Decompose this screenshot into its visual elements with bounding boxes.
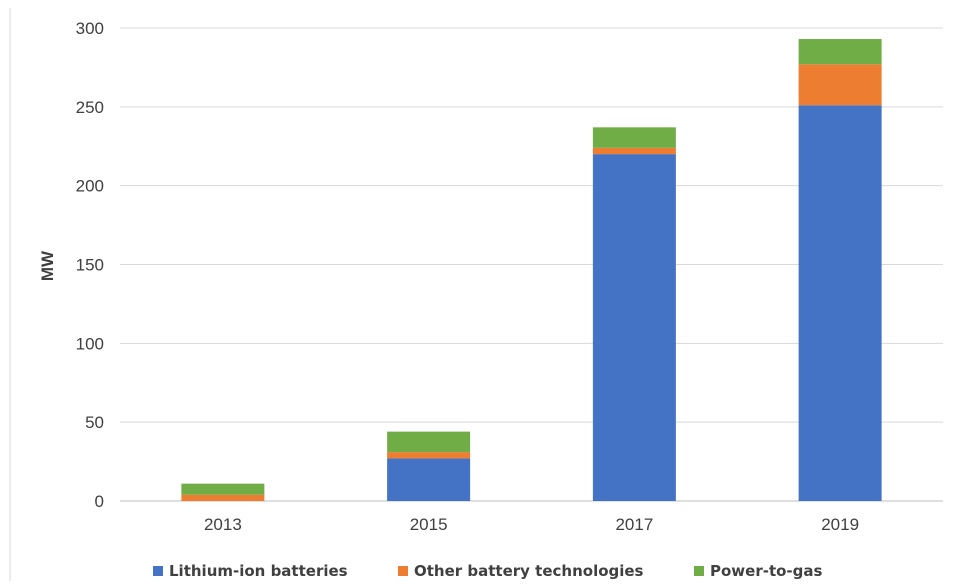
bar-segment-2015-lithium-ion-batteries (387, 458, 471, 501)
legend-swatch (153, 566, 163, 576)
bar-segment-2019-other-battery-technologies (798, 64, 882, 106)
bar-segment-2019-power-to-gas (798, 39, 882, 65)
x-axis-ticks: 2013 2015 2017 2019 (204, 515, 859, 534)
bars (181, 39, 882, 502)
y-tick-label: 0 (95, 492, 104, 511)
y-axis-title: MW (38, 250, 57, 281)
x-tick-label: 2015 (410, 515, 448, 534)
x-tick-label: 2019 (821, 515, 859, 534)
bar-segment-2017-power-to-gas (592, 127, 676, 148)
legend-swatch (694, 566, 704, 576)
bar-segment-2013-power-to-gas (181, 483, 265, 495)
bar-segment-2015-other-battery-technologies (387, 452, 471, 459)
legend-label: Lithium-ion batteries (169, 562, 348, 580)
y-tick-label: 100 (76, 334, 104, 353)
bar-segment-2013-other-battery-technologies (181, 494, 265, 501)
y-tick-label: 150 (76, 256, 104, 275)
legend-label: Other battery technologies (414, 562, 644, 580)
bar-segment-2015-power-to-gas (387, 431, 471, 453)
bar-segment-2017-other-battery-technologies (592, 147, 676, 155)
legend-label: Power-to-gas (710, 562, 823, 580)
x-tick-label: 2013 (204, 515, 242, 534)
y-axis-ticks: 0 50 100 150 200 250 300 (76, 19, 104, 511)
bar-segment-2017-lithium-ion-batteries (592, 154, 676, 501)
legend-swatch (398, 566, 408, 576)
legend: Lithium-ion batteries Other battery techn… (153, 562, 823, 580)
x-tick-label: 2017 (615, 515, 653, 534)
bar-segment-2019-lithium-ion-batteries (798, 105, 882, 502)
y-tick-label: 50 (85, 413, 104, 432)
y-tick-label: 200 (76, 177, 104, 196)
y-tick-label: 300 (76, 19, 104, 38)
y-tick-label: 250 (76, 98, 104, 117)
